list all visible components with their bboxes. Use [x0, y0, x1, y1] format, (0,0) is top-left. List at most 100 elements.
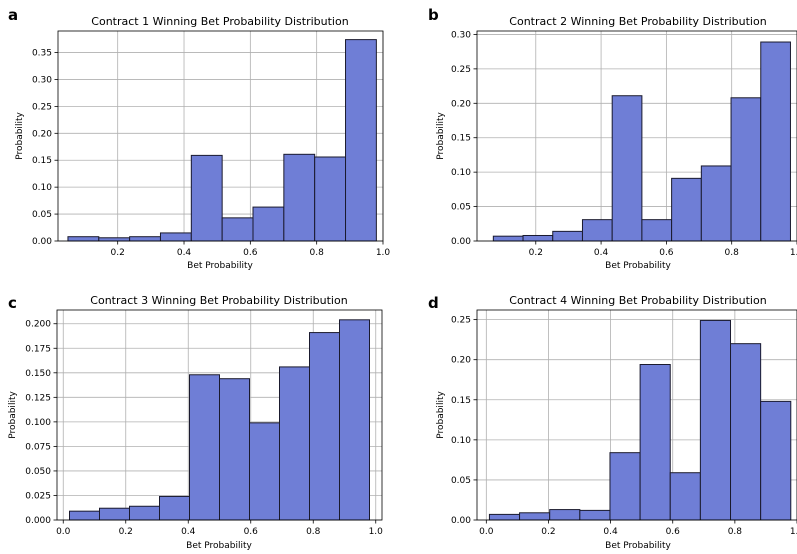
chart-title: Contract 1 Winning Bet Probability Distr…	[91, 15, 348, 28]
x-tick-label: 1.0	[369, 527, 384, 537]
x-axis-label: Bet Probability	[186, 541, 252, 551]
y-tick-label: 0.10	[32, 183, 52, 193]
histogram-bar	[642, 220, 672, 241]
y-tick-label: 0.00	[451, 516, 471, 526]
histogram-bar	[253, 207, 284, 241]
histogram-bar	[70, 511, 100, 520]
x-tick-label: 0.4	[177, 248, 192, 258]
y-tick-label: 0.05	[451, 476, 471, 486]
histogram-bar	[670, 473, 700, 520]
histogram-bar	[700, 320, 730, 520]
y-tick-label: 0.150	[25, 369, 51, 379]
histogram-bar	[130, 237, 161, 241]
bars	[493, 42, 790, 241]
x-tick-label: 0.0	[479, 527, 494, 537]
histogram-bar	[612, 96, 642, 241]
y-tick-label: 0.05	[32, 210, 52, 220]
x-tick-label: 0.2	[541, 527, 555, 537]
x-ticks: 0.0 0.2 0.4 0.6 0.8 1.0	[479, 520, 797, 537]
y-ticks: 0.000 0.025 0.050 0.075 0.100 0.125 0.150 0.175…	[25, 320, 57, 526]
histogram-bar	[493, 236, 523, 241]
x-tick-label: 1.0	[790, 248, 797, 258]
chart-title: Contract 2 Winning Bet Probability Distr…	[509, 15, 766, 28]
x-tick-label: 0.2	[529, 248, 543, 258]
y-ticks: 0.00 0.05 0.10 0.15 0.20 0.25 0.30 0.35	[32, 49, 58, 247]
y-tick-label: 0.050	[25, 467, 51, 477]
panel-letter-c: c	[8, 294, 17, 312]
x-tick-label: 0.4	[181, 527, 196, 537]
y-tick-label: 0.25	[451, 316, 471, 326]
panel-letter-a: a	[8, 6, 18, 24]
y-ticks: 0.00 0.05 0.10 0.15 0.20 0.25	[451, 316, 477, 526]
x-tick-label: 0.4	[594, 248, 609, 258]
panel-a: a Contract 1 Winning Bet Probability Dis…	[8, 6, 390, 271]
histogram-bar	[315, 157, 346, 241]
panel-d: d Contract 4 Winning Bet Probability Dis…	[428, 294, 797, 551]
histogram-bar	[284, 154, 315, 241]
y-tick-label: 0.025	[25, 491, 51, 501]
y-axis-label: Probability	[436, 112, 446, 160]
histogram-bar	[250, 423, 280, 520]
y-tick-label: 0.20	[451, 99, 471, 109]
x-tick-label: 0.6	[659, 248, 674, 258]
bars	[70, 320, 370, 520]
y-axis-label: Probability	[15, 112, 25, 160]
y-axis-label: Probability	[436, 391, 446, 439]
y-tick-label: 0.175	[25, 344, 51, 354]
histogram-bar	[731, 344, 761, 520]
y-tick-label: 0.35	[32, 49, 52, 59]
histogram-bar	[99, 238, 130, 241]
x-tick-label: 1.0	[790, 527, 797, 537]
histogram-bar	[489, 514, 519, 520]
histogram-bar	[761, 42, 791, 241]
y-tick-label: 0.30	[32, 75, 52, 85]
histogram-bar	[523, 235, 553, 241]
x-tick-label: 1.0	[376, 248, 391, 258]
y-tick-label: 0.00	[451, 237, 471, 247]
x-tick-label: 0.8	[728, 527, 743, 537]
x-ticks: 0.2 0.4 0.6 0.8 1.0	[529, 241, 797, 258]
panel-letter-d: d	[428, 294, 439, 312]
histogram-bar	[160, 233, 191, 241]
histogram-bar	[582, 220, 612, 241]
bars	[489, 320, 790, 520]
histogram-bar	[280, 367, 310, 520]
histogram-bar	[310, 333, 340, 520]
x-tick-label: 0.6	[244, 527, 259, 537]
x-tick-label: 0.8	[306, 527, 321, 537]
histogram-bar	[100, 508, 130, 520]
x-tick-label: 0.4	[603, 527, 618, 537]
histogram-bar	[761, 401, 791, 520]
histogram-bar	[640, 365, 670, 520]
histogram-bar	[550, 510, 580, 520]
y-tick-label: 0.125	[25, 393, 51, 403]
x-ticks: 0.0 0.2 0.4 0.6 0.8 1.0	[56, 520, 383, 537]
y-tick-label: 0.30	[451, 30, 471, 40]
y-tick-label: 0.15	[451, 396, 471, 406]
histogram-bar	[731, 98, 761, 241]
histogram-bar	[340, 320, 370, 520]
y-tick-label: 0.00	[32, 237, 52, 247]
histogram-bar	[672, 178, 702, 241]
y-tick-label: 0.10	[451, 436, 471, 446]
histogram-bar	[191, 155, 222, 241]
x-tick-label: 0.6	[243, 248, 258, 258]
histogram-bar	[580, 510, 610, 520]
histogram-bar	[190, 375, 220, 520]
y-tick-label: 0.20	[32, 129, 52, 139]
x-tick-label: 0.8	[310, 248, 325, 258]
y-tick-label: 0.20	[451, 356, 471, 366]
y-tick-label: 0.25	[32, 102, 52, 112]
x-tick-label: 0.6	[666, 527, 681, 537]
x-ticks: 0.2 0.4 0.6 0.8 1.0	[111, 241, 391, 258]
x-tick-label: 0.2	[111, 248, 125, 258]
histogram-bar	[130, 506, 160, 520]
y-tick-label: 0.15	[451, 134, 471, 144]
y-tick-label: 0.10	[451, 168, 471, 178]
histogram-bar	[68, 237, 99, 241]
bars	[68, 40, 376, 241]
histogram-bar	[553, 231, 583, 241]
y-tick-label: 0.200	[25, 320, 51, 330]
x-tick-label: 0.0	[56, 527, 71, 537]
